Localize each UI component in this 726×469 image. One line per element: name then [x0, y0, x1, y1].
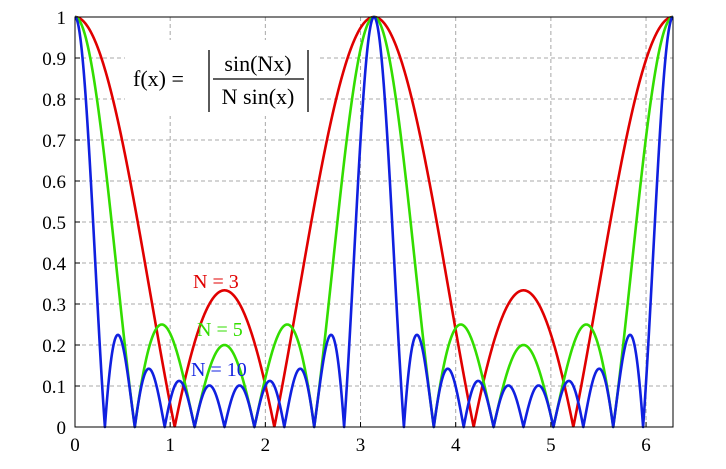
- formula-lhs: f(x) =: [133, 66, 184, 91]
- y-tick-label: 0: [57, 418, 67, 439]
- formula-numerator: sin(Nx): [224, 51, 291, 76]
- x-tick-label: 4: [451, 435, 461, 456]
- y-tick-label: 0.4: [42, 254, 66, 275]
- x-tick-label: 3: [356, 435, 366, 456]
- y-tick-label: 0.6: [42, 172, 66, 193]
- label-n3: N = 3: [193, 271, 239, 293]
- formula-box: f(x) = sin(Nx) N sin(x): [125, 40, 320, 116]
- label-n10: N = 10: [191, 359, 247, 381]
- x-tick-label: 5: [546, 435, 556, 456]
- x-axis: 0 1 2 3 4 5 6: [70, 422, 651, 456]
- y-tick-label: 0.8: [42, 90, 66, 111]
- formula-denominator: N sin(x): [222, 84, 295, 109]
- y-tick-label: 1: [57, 8, 67, 29]
- x-tick-label: 0: [70, 435, 80, 456]
- y-tick-label: 0.7: [42, 131, 66, 152]
- y-axis: 0 0.1 0.2 0.3 0.4 0.5 0.6 0.7 0.8 0.9 1: [42, 8, 80, 439]
- label-n5: N = 5: [197, 319, 243, 341]
- x-tick-label: 6: [641, 435, 651, 456]
- x-tick-label: 1: [165, 435, 175, 456]
- y-tick-label: 0.2: [42, 336, 66, 357]
- y-tick-label: 0.1: [42, 377, 66, 398]
- y-tick-label: 0.5: [42, 213, 66, 234]
- y-tick-label: 0.9: [42, 49, 66, 70]
- x-tick-label: 2: [261, 435, 271, 456]
- y-tick-label: 0.3: [42, 295, 66, 316]
